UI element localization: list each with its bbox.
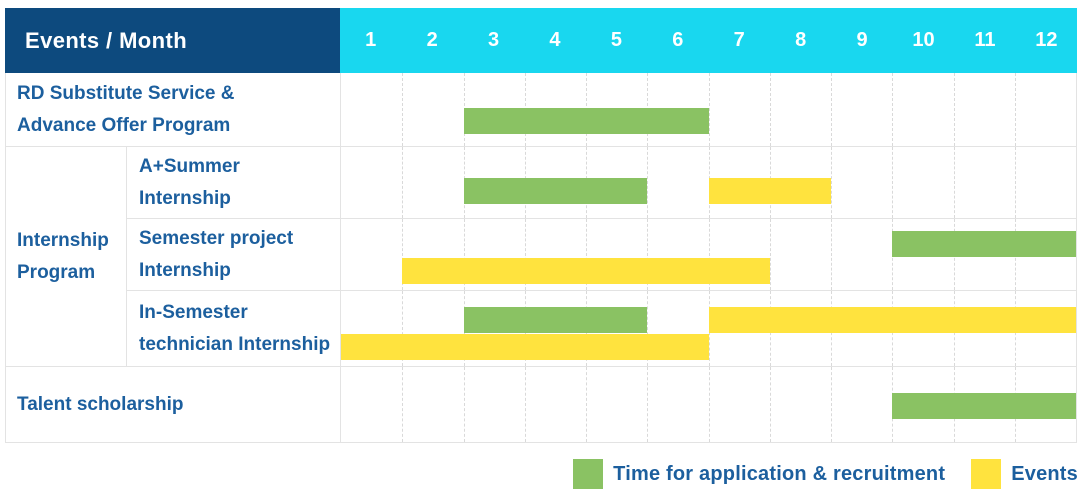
table-body: RD Substitute Service & Advance Offer Pro… xyxy=(5,73,1077,443)
application-period-bar xyxy=(892,393,1076,419)
month-label-10: 10 xyxy=(912,29,935,51)
events-month-header-cell: Events / Month xyxy=(5,8,340,73)
timeline-cell xyxy=(341,219,1076,291)
event-row: A+Summer Internship xyxy=(6,147,1076,219)
group-label-line: Internship xyxy=(17,230,109,251)
month-gridline xyxy=(831,147,832,218)
event-row: Talent scholarship xyxy=(6,367,1076,443)
month-gridline xyxy=(402,73,404,146)
group-label-internship-program: Internship Program xyxy=(6,147,126,367)
event-label-line: Advance Offer Program xyxy=(17,114,231,136)
month-label-1: 1 xyxy=(365,29,377,51)
month-gridline xyxy=(831,367,832,442)
legend: Time for application & recruitment Event… xyxy=(547,459,1078,489)
month-label-7: 7 xyxy=(733,29,745,51)
month-gridline xyxy=(892,147,894,218)
event-period-bar xyxy=(708,178,831,204)
month-label-6: 6 xyxy=(672,29,684,51)
month-gridline xyxy=(769,73,771,146)
events-color-swatch-icon xyxy=(971,459,1002,489)
event-label-line: Internship xyxy=(139,187,231,209)
month-gridline xyxy=(463,367,465,442)
month-gridline xyxy=(402,291,404,366)
month-gridline xyxy=(586,367,587,442)
event-label-cell: Talent scholarship xyxy=(6,367,341,443)
month-gridline xyxy=(831,73,832,146)
timeline-cell xyxy=(341,147,1076,219)
month-gridline xyxy=(953,147,955,218)
month-label-5: 5 xyxy=(610,29,622,51)
month-gridline xyxy=(647,367,649,442)
schedule-table: Events / Month 1 2 3 4 5 6 7 8 9 10 11 12 RD Substi… xyxy=(5,8,1077,443)
group-cell-region xyxy=(6,291,126,367)
application-period-bar xyxy=(463,307,648,333)
month-gridline xyxy=(1014,147,1016,218)
month-label-8: 8 xyxy=(795,29,807,51)
event-label-cell: In-Semester technician Internship xyxy=(126,291,341,367)
event-row: In-Semester technician Internship xyxy=(6,291,1076,367)
event-label-line: technician Internship xyxy=(139,333,331,355)
application-period-bar xyxy=(892,231,1076,257)
month-gridline xyxy=(402,147,404,218)
month-gridline xyxy=(769,219,771,290)
event-row: RD Substitute Service & Advance Offer Pro… xyxy=(6,73,1076,147)
event-label-line: Semester project xyxy=(139,227,294,249)
month-gridline xyxy=(708,367,710,442)
table-header-row: Events / Month 1 2 3 4 5 6 7 8 9 10 11 12 xyxy=(5,8,1077,73)
month-gridline xyxy=(524,219,526,290)
event-label-line: A+Summer xyxy=(139,155,240,177)
legend-label-events: Events xyxy=(1011,462,1078,485)
month-gridline xyxy=(953,73,955,146)
month-gridline xyxy=(463,219,465,290)
application-color-swatch-icon xyxy=(573,459,604,489)
month-gridline xyxy=(647,147,649,218)
event-label-cell: Semester project Internship xyxy=(126,219,341,291)
event-label-line: Talent scholarship xyxy=(17,393,184,415)
month-label-11: 11 xyxy=(974,29,996,51)
group-label-line: Program xyxy=(17,262,96,283)
timeline-cell xyxy=(341,291,1076,367)
month-label-2: 2 xyxy=(426,29,438,51)
event-period-bar xyxy=(708,307,1076,333)
month-label-3: 3 xyxy=(487,29,500,51)
timeline-cell xyxy=(341,367,1076,443)
month-label-12: 12 xyxy=(1035,29,1058,51)
month-gridline xyxy=(892,73,894,146)
event-label-cell: RD Substitute Service & Advance Offer Pro… xyxy=(6,73,341,147)
event-label-line: In-Semester xyxy=(139,301,248,323)
month-gridline xyxy=(402,219,404,290)
month-gridline xyxy=(769,367,771,442)
month-label-9: 9 xyxy=(856,29,868,51)
event-period-bar xyxy=(402,258,770,284)
month-gridline xyxy=(1014,73,1016,146)
event-label-line: RD Substitute Service & xyxy=(17,82,235,104)
month-gridline xyxy=(708,73,710,146)
timeline-cell xyxy=(341,73,1076,147)
month-label-4: 4 xyxy=(549,29,561,51)
month-gridline xyxy=(586,219,587,290)
month-header-strip: 1 2 3 4 5 6 7 8 9 10 11 12 xyxy=(340,8,1077,73)
application-period-bar xyxy=(463,108,709,134)
legend-item-events: Events xyxy=(971,459,1078,489)
application-period-bar xyxy=(463,178,648,204)
event-label-cell: A+Summer Internship xyxy=(126,147,341,219)
month-gridline xyxy=(524,367,526,442)
event-label-line: Internship xyxy=(139,259,231,281)
month-gridline xyxy=(647,219,649,290)
month-gridline xyxy=(831,219,832,290)
month-gridline xyxy=(708,219,710,290)
month-gridline xyxy=(402,367,404,442)
event-row: Semester project Internship xyxy=(6,219,1076,291)
event-period-bar xyxy=(341,334,709,360)
month-gridline xyxy=(647,291,649,366)
legend-item-application: Time for application & recruitment xyxy=(573,459,945,489)
legend-label-application: Time for application & recruitment xyxy=(613,462,946,485)
